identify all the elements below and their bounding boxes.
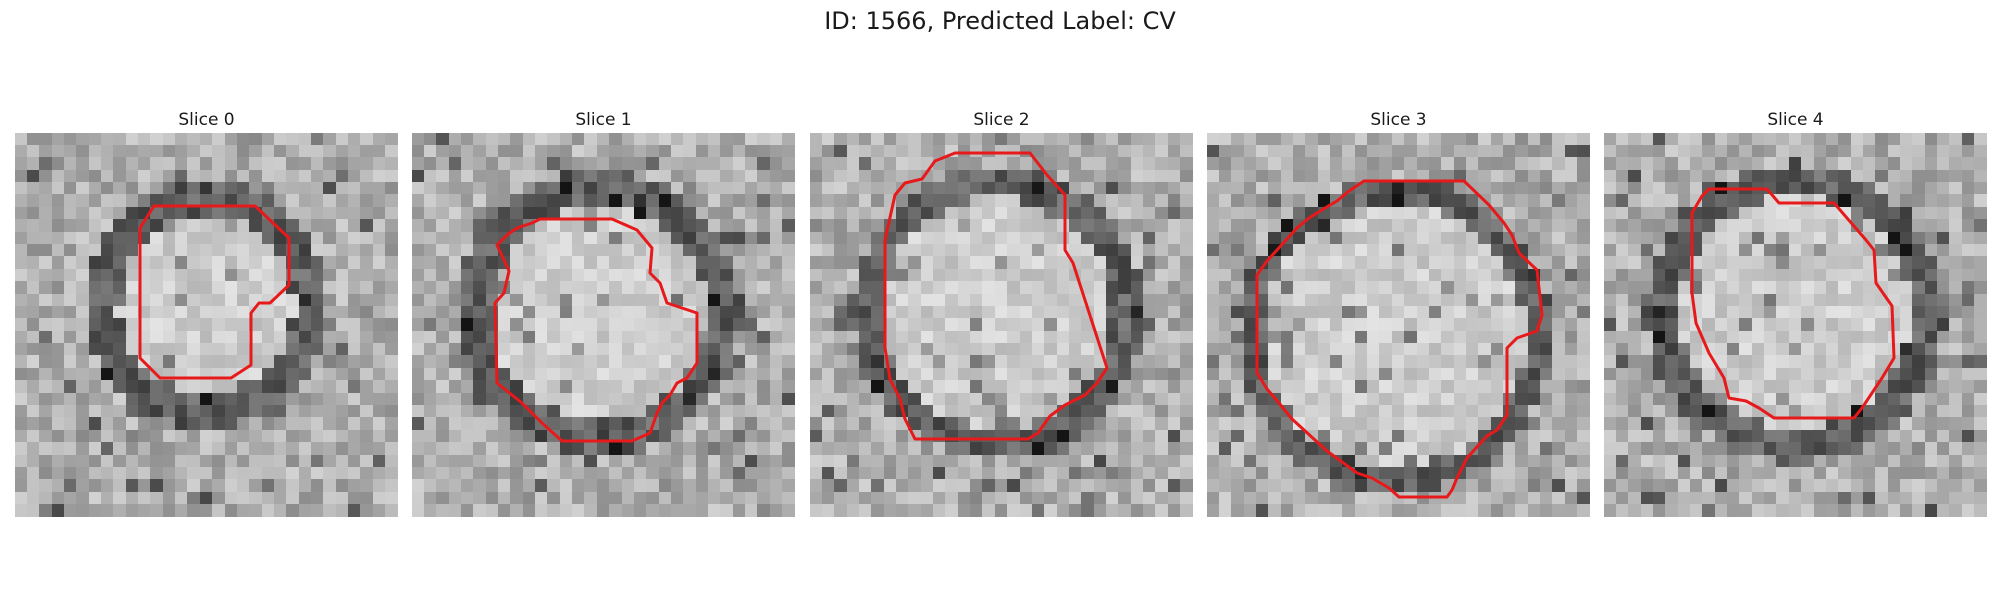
slice-panel-2: Slice 2 — [810, 0, 1193, 600]
figure-title: ID: 1566, Predicted Label: CV — [824, 7, 1176, 35]
slice-panel-3: Slice 3 — [1207, 0, 1590, 600]
slice-image-3 — [1207, 133, 1590, 517]
slice-image-1 — [412, 133, 795, 517]
slice-image-2 — [810, 133, 1193, 517]
slice-title-1: Slice 1 — [575, 110, 632, 130]
slice-panel-4: Slice 4 — [1604, 0, 1987, 600]
slice-panel-0: Slice 0 — [15, 0, 398, 600]
segmentation-contour-0 — [138, 204, 291, 380]
slice-image-4 — [1604, 133, 1987, 517]
slice-title-3: Slice 3 — [1370, 110, 1427, 130]
segmentation-contour-1 — [493, 217, 699, 443]
slice-title-0: Slice 0 — [178, 110, 235, 130]
segmentation-contour-2 — [883, 151, 1109, 441]
slice-panel-1: Slice 1 — [412, 0, 795, 600]
segmentation-contour-4 — [1690, 187, 1896, 420]
slice-image-0 — [15, 133, 398, 517]
slice-title-4: Slice 4 — [1767, 110, 1824, 130]
slice-title-2: Slice 2 — [973, 110, 1030, 130]
segmentation-contour-3 — [1255, 179, 1544, 499]
